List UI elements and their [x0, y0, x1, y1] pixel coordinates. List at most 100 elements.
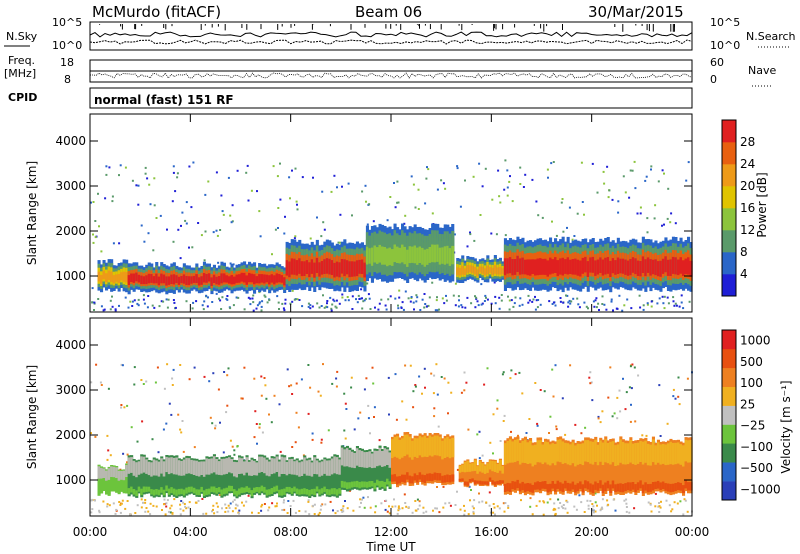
clutter-cell — [667, 302, 670, 305]
scatter-cell — [261, 431, 264, 434]
echo-cell — [283, 488, 287, 495]
scatter-cell — [180, 224, 182, 227]
scatter-cell — [188, 246, 190, 249]
scatter-cell — [111, 195, 114, 198]
echo-cell — [180, 459, 184, 497]
clutter-cell — [301, 305, 304, 308]
echo-cell — [551, 440, 555, 492]
echo-cell — [328, 460, 332, 476]
echo-cell — [596, 259, 600, 275]
scatter-cell — [185, 222, 188, 225]
echo-cell — [614, 260, 618, 275]
echo-cell — [604, 257, 608, 275]
colorbar-tick-label: 8 — [740, 245, 748, 259]
scatter-cell — [258, 426, 261, 429]
scatter-cell — [619, 410, 622, 413]
echo-cell — [491, 459, 495, 486]
clutter-cell — [457, 305, 460, 308]
echo-cell — [659, 441, 663, 493]
scatter-cell — [430, 372, 433, 375]
colorbar-swatch — [722, 424, 736, 444]
scatter-cell — [486, 298, 489, 301]
x-tick-label: 20:00 — [574, 525, 609, 539]
echo-cell — [606, 443, 610, 464]
echo-cell — [526, 259, 530, 276]
scatter-cell — [468, 485, 471, 488]
scatter-cell — [672, 395, 675, 398]
clutter-cell — [492, 503, 495, 505]
echo-cell — [175, 275, 179, 283]
echo-cell — [258, 454, 262, 496]
clutter-cell — [565, 294, 567, 297]
echo-cell — [288, 459, 292, 474]
clutter-cell — [682, 513, 685, 516]
echo-cell — [132, 489, 136, 495]
clutter-cell — [346, 507, 349, 510]
scatter-cell — [536, 422, 539, 425]
echo-cell — [551, 481, 555, 489]
clutter-cell — [260, 309, 263, 312]
echo-cell — [135, 490, 139, 496]
echo-cell — [298, 460, 302, 497]
clutter-cell — [452, 294, 455, 297]
scatter-cell — [293, 237, 296, 240]
clutter-cell — [102, 500, 105, 503]
echo-cell — [574, 484, 578, 493]
echo-cell — [305, 460, 309, 476]
scatter-cell — [258, 210, 261, 213]
clutter-cell — [682, 307, 685, 310]
echo-cell — [428, 473, 432, 481]
clutter-cell — [140, 498, 143, 501]
echo-cell — [220, 458, 224, 476]
clutter-cell — [463, 509, 466, 512]
echo-cell — [611, 258, 615, 274]
clutter-cell — [559, 300, 562, 303]
scatter-cell — [472, 175, 475, 178]
echo-cell — [496, 463, 500, 473]
echo-cell — [556, 260, 560, 277]
echo-cell — [147, 461, 151, 476]
scatter-cell — [440, 376, 443, 378]
echo-cell — [245, 455, 249, 494]
scatter-cell — [231, 204, 234, 207]
nave-tick-top: 60 — [710, 56, 724, 69]
echo-cell — [609, 439, 613, 496]
clutter-cell — [630, 307, 633, 310]
clutter-cell — [260, 305, 263, 308]
echo-cell — [646, 484, 650, 493]
scatter-cell — [447, 381, 450, 384]
colorbar-tick-label: −100 — [740, 440, 773, 454]
clutter-cell — [549, 498, 552, 501]
echo-cell — [175, 489, 179, 496]
echo-cell — [546, 439, 550, 496]
clutter-cell — [326, 300, 329, 302]
echo-cell — [105, 273, 109, 283]
clutter-cell — [341, 510, 344, 513]
echo-cell — [488, 459, 492, 482]
clutter-cell — [317, 513, 320, 516]
echo-cell — [446, 436, 450, 457]
scatter-cell — [456, 468, 459, 471]
echo-cell — [172, 455, 176, 497]
scatter-cell — [172, 165, 175, 168]
clutter-cell — [173, 498, 176, 501]
clutter-cell — [407, 297, 410, 300]
clutter-cell — [463, 513, 466, 516]
scatter-cell — [320, 438, 323, 441]
echo-cell — [355, 480, 359, 488]
echo-cell — [463, 481, 467, 486]
clutter-cell — [307, 500, 310, 503]
echo-cell — [536, 440, 540, 463]
echo-cell — [273, 458, 277, 474]
clutter-cell — [202, 512, 205, 515]
freq-panel: Freq. [MHz] 18 8 60 0 Nave — [4, 54, 776, 87]
clutter-cell — [434, 507, 437, 510]
echo-cell — [255, 487, 259, 492]
echo-cell — [345, 482, 349, 490]
echo-cell — [436, 435, 440, 456]
scatter-cell — [148, 183, 151, 186]
scatter-cell — [201, 498, 204, 500]
echo-cell — [413, 245, 417, 264]
scatter-cell — [503, 188, 506, 191]
